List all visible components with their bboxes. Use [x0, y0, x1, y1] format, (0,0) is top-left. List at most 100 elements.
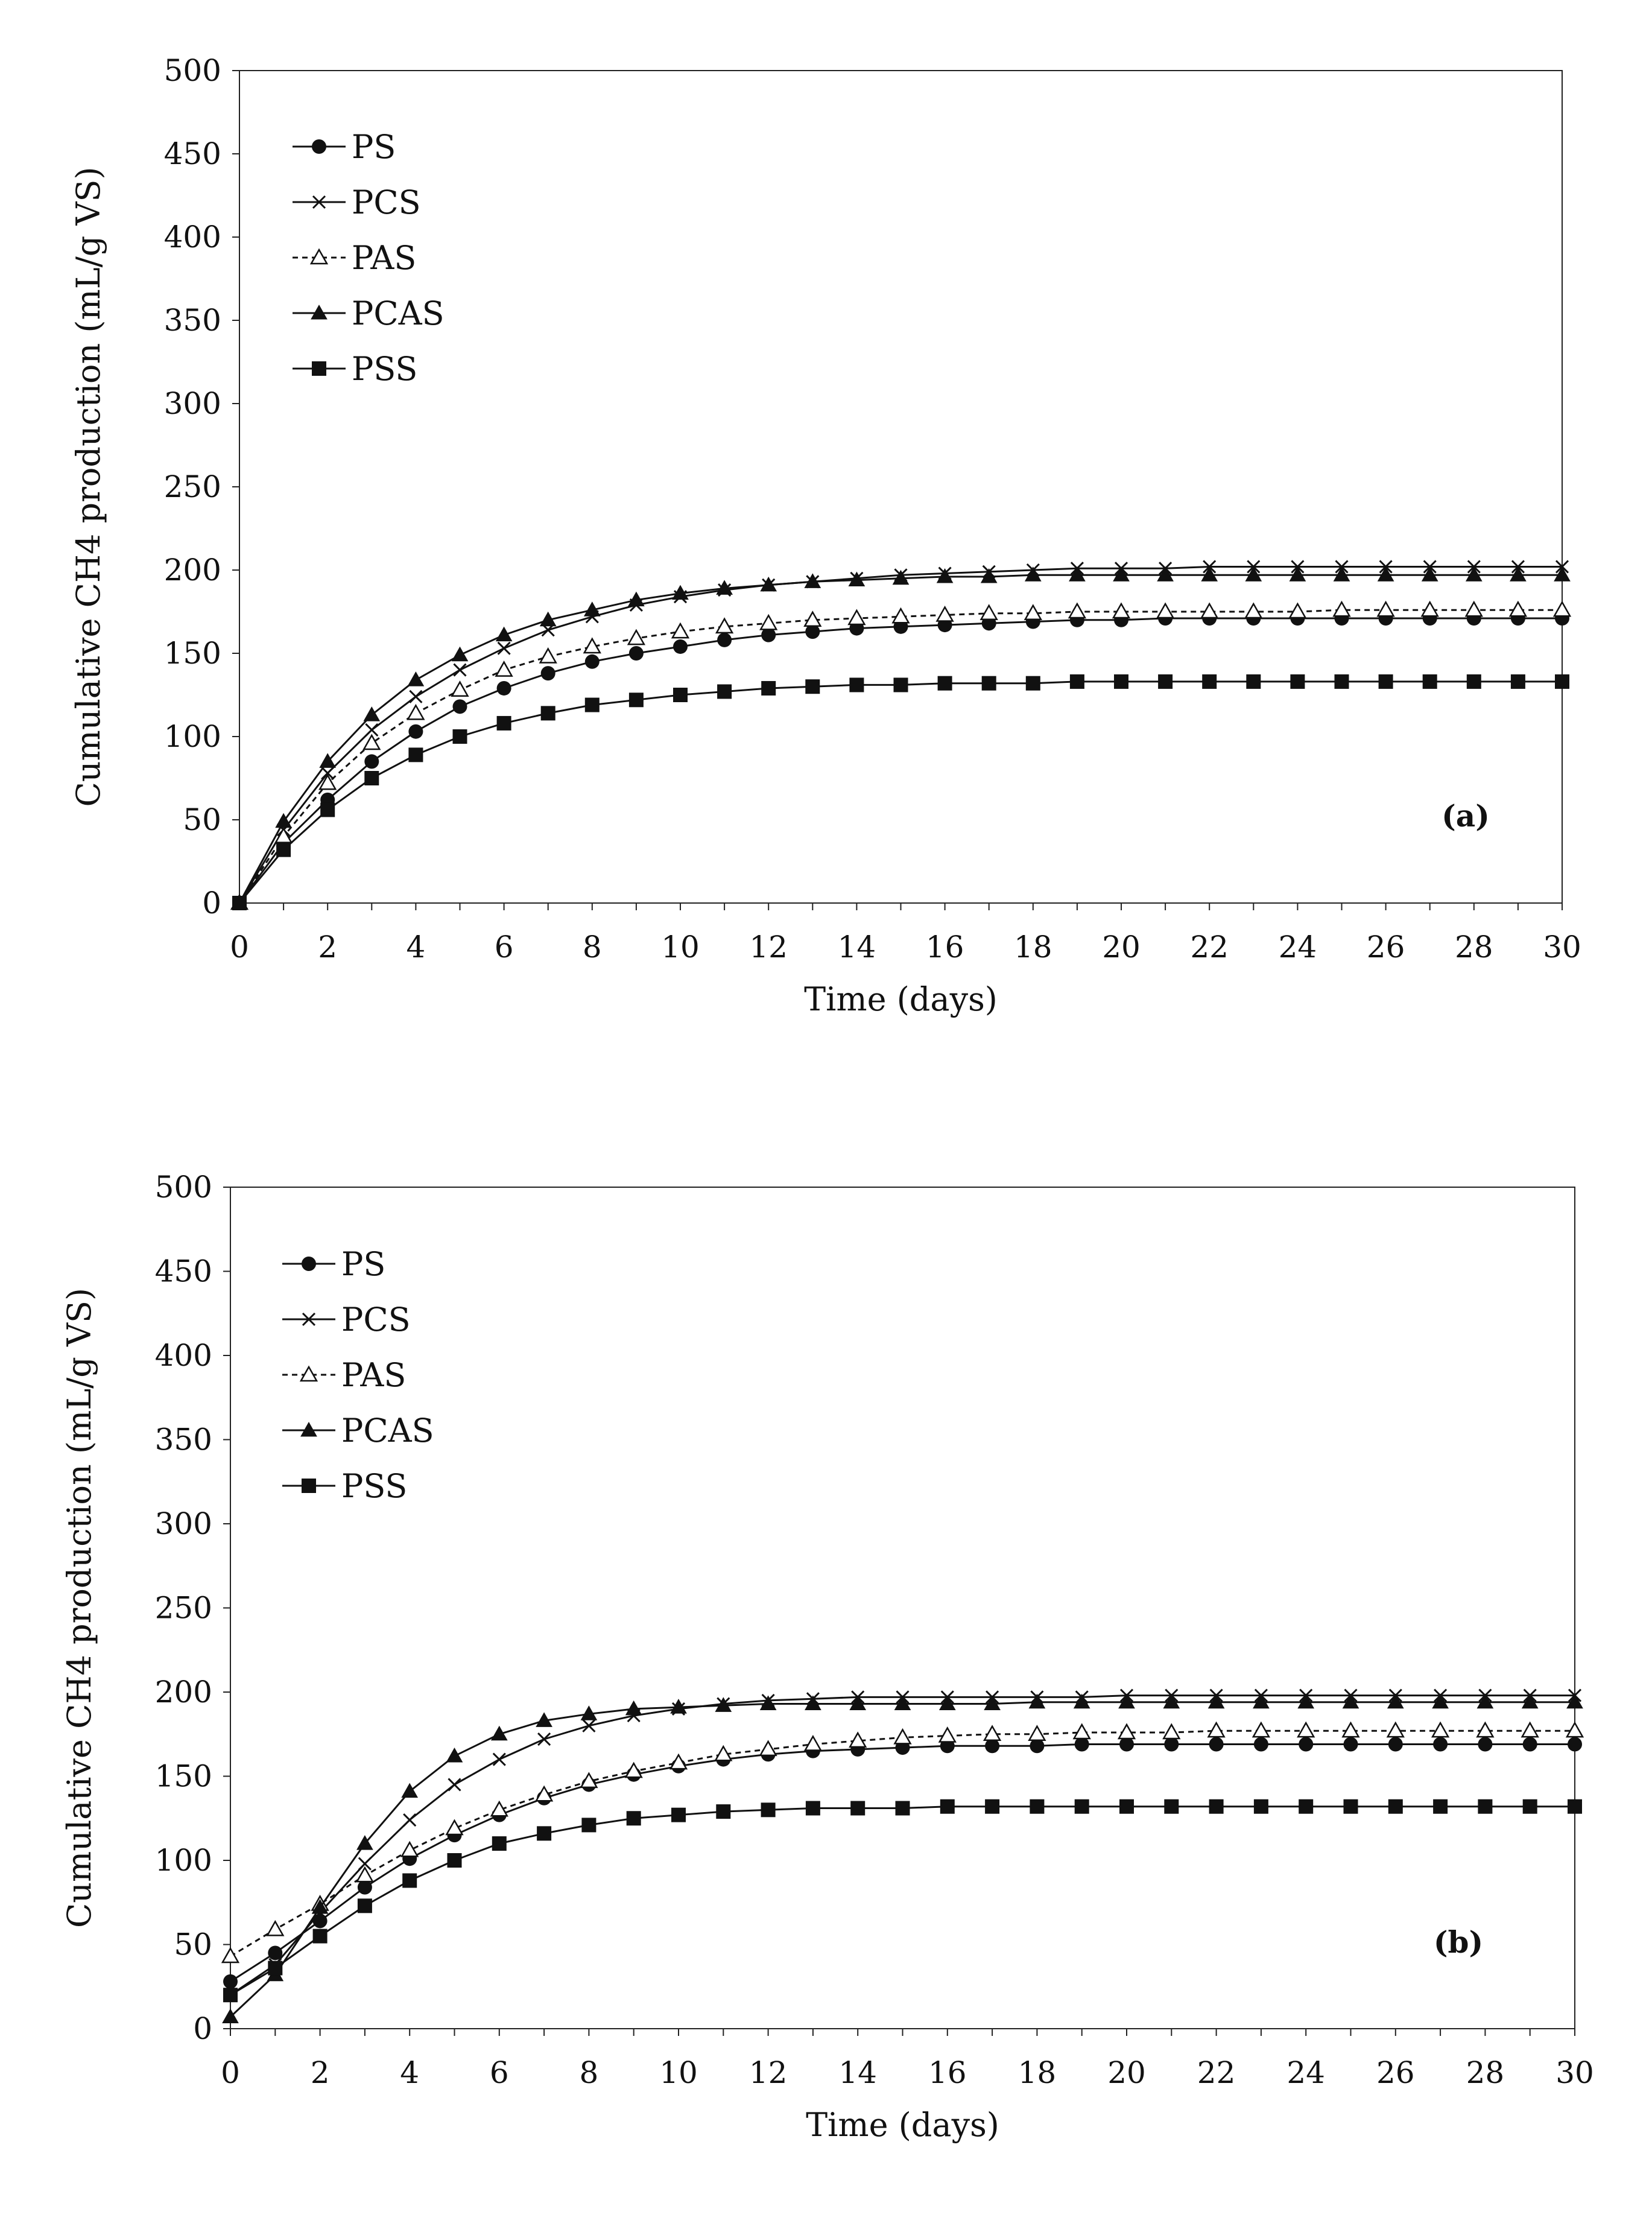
legend-marker	[312, 195, 326, 209]
x-tick-label: 14	[838, 2055, 877, 2090]
data-point	[362, 734, 381, 750]
data-point	[1376, 600, 1395, 617]
data-point	[452, 729, 467, 744]
data-point	[490, 1725, 508, 1741]
x-tick-label: 0	[221, 2055, 240, 2090]
legend-item-ps: PS	[293, 128, 396, 166]
data-point	[232, 896, 247, 910]
y-tick-label: 0	[193, 2011, 212, 2046]
data-point	[540, 706, 555, 721]
y-tick-label: 450	[155, 1254, 212, 1289]
panel-label: (a)	[1442, 798, 1490, 834]
series-ps	[232, 611, 1569, 910]
y-tick-label: 500	[164, 53, 221, 88]
x-tick-label: 0	[230, 930, 249, 965]
data-point	[625, 1700, 642, 1716]
legend-item-pcs: PCS	[293, 183, 421, 221]
data-point	[583, 637, 601, 654]
data-point	[1163, 1693, 1180, 1709]
y-tick-label: 100	[164, 719, 221, 754]
x-tick-label: 30	[1543, 930, 1581, 965]
data-point	[1068, 602, 1087, 619]
data-point	[1158, 674, 1173, 689]
data-point	[1207, 1693, 1225, 1709]
data-point	[537, 1732, 551, 1746]
x-tick-label: 6	[495, 930, 514, 965]
series-pss	[232, 674, 1569, 910]
data-point	[1388, 1799, 1403, 1814]
x-tick-label: 12	[749, 930, 788, 965]
data-point	[1510, 566, 1527, 582]
data-point	[1246, 674, 1261, 689]
data-point	[759, 1740, 777, 1757]
x-axis-title: Time (days)	[806, 2106, 999, 2144]
data-point	[1299, 1799, 1314, 1814]
y-tick-label: 50	[183, 802, 221, 837]
data-point	[805, 1695, 821, 1711]
x-tick-label: 22	[1190, 930, 1229, 965]
x-tick-label: 2	[318, 930, 337, 965]
data-point	[451, 680, 469, 697]
data-point	[1522, 1799, 1537, 1814]
data-point	[268, 1945, 283, 1961]
data-point	[891, 607, 910, 624]
x-tick-label: 4	[400, 2055, 419, 2090]
data-point	[759, 1695, 777, 1711]
data-point	[1388, 1737, 1403, 1752]
data-point	[266, 1919, 285, 1936]
x-tick-label: 12	[749, 2055, 788, 2090]
data-point	[1209, 1799, 1224, 1814]
data-point	[1432, 1693, 1449, 1709]
data-point	[1566, 1693, 1583, 1709]
x-tick-label: 26	[1367, 930, 1405, 965]
y-tick-label: 250	[155, 1591, 212, 1626]
data-point	[1030, 1799, 1045, 1814]
data-point	[628, 646, 644, 661]
data-point	[938, 1695, 956, 1711]
legend-label: PCS	[341, 1301, 411, 1339]
data-point	[1465, 566, 1483, 582]
y-tick-label: 400	[155, 1338, 212, 1373]
data-point	[539, 611, 557, 627]
data-point	[849, 677, 864, 693]
data-point	[447, 1853, 462, 1868]
data-point	[407, 703, 425, 720]
legend-label: PCAS	[341, 1412, 434, 1450]
data-point	[985, 1739, 1000, 1754]
series-line-pss	[238, 680, 1562, 904]
x-tick-label: 6	[490, 2055, 509, 2090]
data-point	[981, 676, 996, 691]
data-point	[320, 802, 335, 817]
data-point	[453, 663, 467, 677]
data-point	[495, 661, 513, 677]
data-point	[1024, 566, 1042, 582]
x-tick-label: 20	[1107, 2055, 1146, 2090]
data-point	[492, 1752, 506, 1766]
data-point	[805, 624, 820, 639]
legend-marker	[309, 248, 329, 265]
series-line-ps	[238, 617, 1562, 904]
data-point	[1568, 1737, 1582, 1752]
data-point	[403, 1813, 417, 1827]
data-point	[1387, 1693, 1404, 1709]
data-point	[451, 646, 469, 662]
data-point	[805, 1801, 820, 1816]
data-point	[673, 639, 688, 654]
y-tick-label: 500	[155, 1170, 212, 1205]
x-tick-label: 30	[1555, 2055, 1594, 2090]
data-point	[847, 609, 866, 626]
data-point	[358, 1857, 372, 1871]
data-point	[1114, 674, 1128, 689]
y-tick-label: 350	[164, 303, 221, 338]
data-point	[540, 666, 555, 681]
data-point	[268, 1961, 283, 1976]
data-point	[1421, 566, 1438, 582]
y-tick-label: 0	[202, 886, 221, 921]
data-point	[409, 689, 423, 703]
data-point	[364, 754, 379, 769]
data-point	[628, 693, 644, 708]
legend-marker	[302, 1312, 316, 1327]
data-point	[1333, 566, 1350, 582]
data-point	[1072, 1723, 1091, 1740]
series-pcas	[231, 566, 1571, 910]
